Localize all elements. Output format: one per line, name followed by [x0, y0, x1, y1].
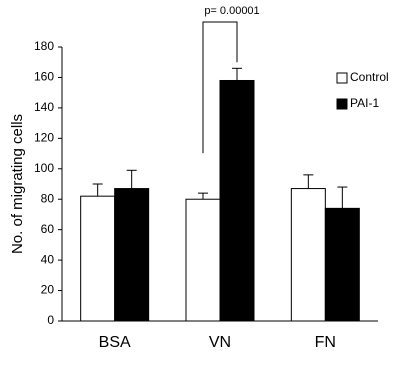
legend-swatch — [336, 72, 348, 84]
significance-bracket — [202, 21, 238, 154]
bar — [185, 198, 221, 322]
bar — [219, 79, 255, 322]
legend-swatch — [336, 98, 348, 110]
y-tick-label: 120 — [34, 131, 54, 145]
y-tick-label: 20 — [41, 283, 55, 297]
y-tick-label: 140 — [34, 100, 54, 114]
y-tick-label: 0 — [47, 313, 54, 327]
bar — [324, 207, 360, 322]
y-axis-title: No. of migrating cells — [9, 114, 26, 254]
legend-label: Control — [350, 70, 389, 84]
x-tick-label: FN — [315, 334, 336, 351]
bar — [114, 188, 150, 322]
y-tick-label: 180 — [34, 39, 54, 53]
y-tick-label: 60 — [41, 222, 55, 236]
bar — [290, 188, 326, 322]
annotation: p= 0.00001 — [204, 5, 259, 17]
y-tick-label: 160 — [34, 70, 54, 84]
bar — [80, 195, 116, 322]
y-tick-label: 40 — [41, 252, 55, 266]
y-tick-label: 100 — [34, 161, 54, 175]
x-tick-label: VN — [209, 334, 231, 351]
x-tick-label: BSA — [99, 334, 131, 351]
y-tick-label: 80 — [41, 191, 55, 205]
legend-label: PAI-1 — [350, 96, 379, 110]
